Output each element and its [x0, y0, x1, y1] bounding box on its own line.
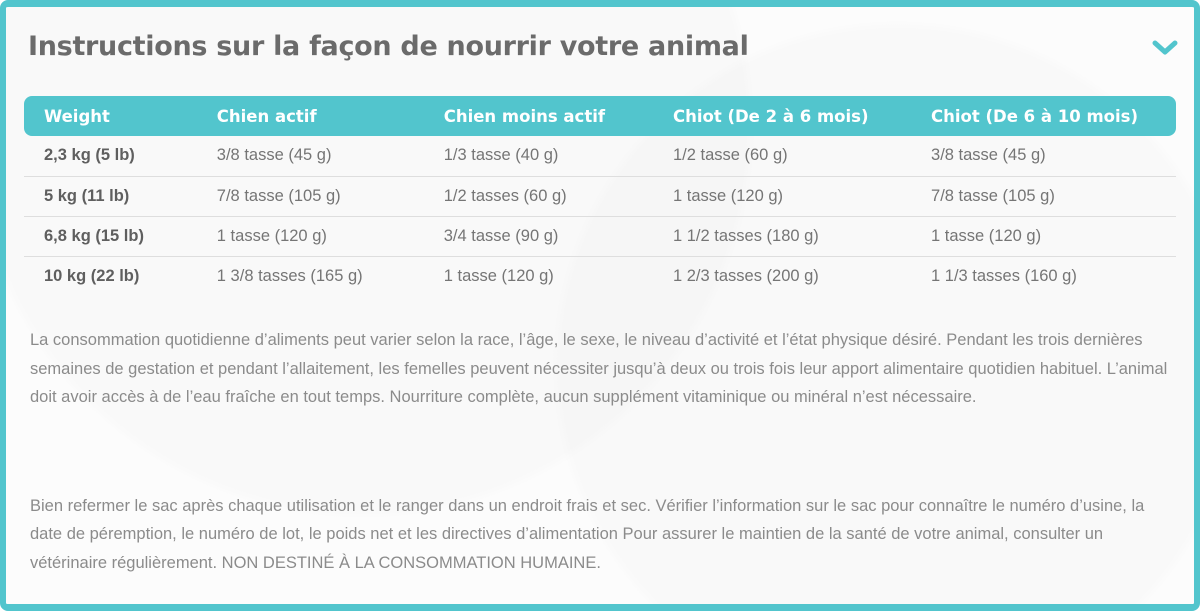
column-header-active-dog: Chien actif — [196, 96, 424, 136]
panel-content: Weight Chien actif Chien moins actif Chi… — [6, 96, 1194, 577]
table-row: 10 kg (22 lb) 1 3/8 tasses (165 g) 1 tas… — [24, 256, 1176, 296]
puppy-6-10-cell: 1 tasse (120 g) — [911, 216, 1176, 257]
page-title: Instructions sur la façon de nourrir vot… — [28, 31, 749, 62]
puppy-6-10-cell: 7/8 tasse (105 g) — [911, 176, 1176, 217]
column-header-less-active-dog: Chien moins actif — [423, 96, 653, 136]
feeding-note-paragraph: La consommation quotidienne d’aliments p… — [30, 331, 1168, 406]
chevron-down-icon[interactable] — [1150, 35, 1180, 61]
table-row: 2,3 kg (5 lb) 3/8 tasse (45 g) 1/3 tasse… — [24, 136, 1176, 177]
puppy-6-10-cell: 3/8 tasse (45 g) — [911, 136, 1176, 177]
column-header-puppy-2-6: Chiot (De 2 à 6 mois) — [652, 96, 912, 136]
weight-cell: 2,3 kg (5 lb) — [24, 136, 197, 177]
active-dog-cell: 7/8 tasse (105 g) — [196, 176, 424, 217]
accordion-header[interactable]: Instructions sur la façon de nourrir vot… — [6, 7, 1194, 62]
less-active-dog-cell: 1/2 tasses (60 g) — [423, 176, 653, 217]
active-dog-cell: 1 3/8 tasses (165 g) — [216, 266, 363, 285]
feeding-table-header: Weight Chien actif Chien moins actif Chi… — [24, 96, 1176, 136]
puppy-2-6-cell: 1/2 tasse (60 g) — [652, 136, 912, 177]
weight-cell: 5 kg (11 lb) — [24, 176, 197, 217]
puppy-2-6-cell: 1 1/2 tasses (180 g) — [652, 216, 912, 257]
puppy-2-6-cell: 1 tasse (120 g) — [652, 176, 912, 217]
notes-section: La consommation quotidienne d’aliments p… — [24, 326, 1176, 577]
less-active-dog-cell: 1/3 tasse (40 g) — [423, 136, 653, 177]
table-row: 6,8 kg (15 lb) 1 tasse (120 g) 3/4 tasse… — [24, 216, 1176, 257]
weight-cell: 6,8 kg (15 lb) — [24, 216, 197, 257]
active-dog-cell: 3/8 tasse (45 g) — [196, 136, 424, 177]
active-dog-cell: 1 tasse (120 g) — [196, 216, 424, 257]
storage-note-paragraph: Bien refermer le sac après chaque utilis… — [30, 496, 1145, 572]
table-row: 5 kg (11 lb) 7/8 tasse (105 g) 1/2 tasse… — [24, 176, 1176, 217]
column-header-weight: Weight — [24, 96, 197, 136]
column-header-puppy-6-10: Chiot (De 6 à 10 mois) — [911, 96, 1176, 136]
feeding-table: Weight Chien actif Chien moins actif Chi… — [24, 96, 1176, 296]
puppy-6-10-cell: 1 1/3 tasses (160 g) — [931, 266, 1077, 285]
weight-cell: 10 kg (22 lb) — [44, 266, 140, 285]
less-active-dog-cell: 1 tasse (120 g) — [443, 266, 554, 285]
puppy-2-6-cell: 1 2/3 tasses (200 g) — [672, 266, 819, 285]
less-active-dog-cell: 3/4 tasse (90 g) — [423, 216, 653, 257]
